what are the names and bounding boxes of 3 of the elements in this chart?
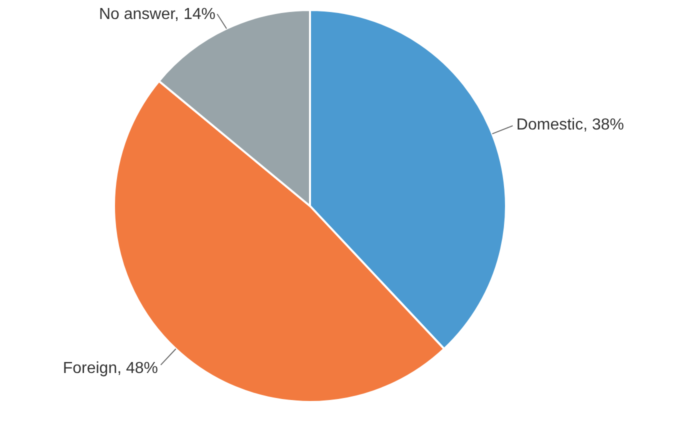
slice-label: No answer, 14% bbox=[98, 6, 216, 23]
slice-label: Foreign, 48% bbox=[62, 360, 158, 377]
slice-label: Domestic, 38% bbox=[516, 116, 624, 134]
